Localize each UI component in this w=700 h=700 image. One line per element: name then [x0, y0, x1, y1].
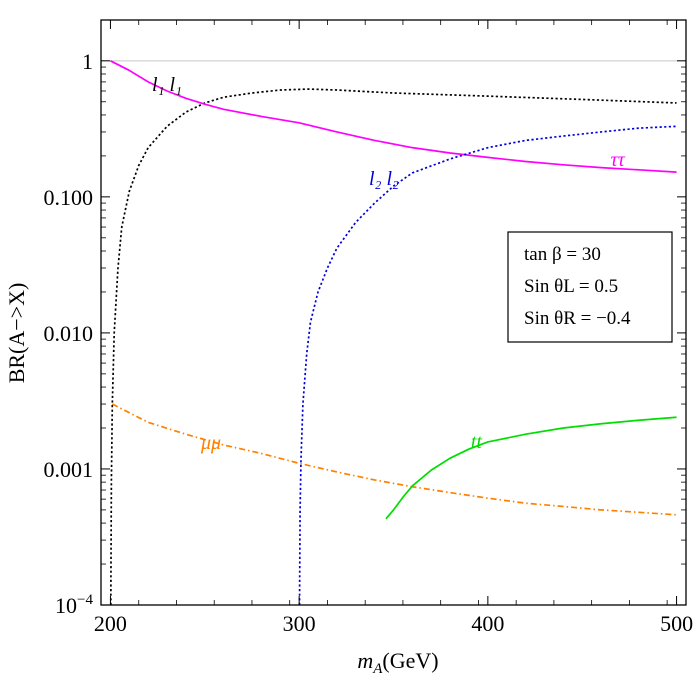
series-label-mu-mu: μμ — [200, 432, 221, 454]
x-axis-title: mA(GeV) — [357, 648, 438, 677]
y-tick-label: 10−4 — [55, 592, 93, 618]
y-tick-label: 0.001 — [44, 457, 94, 482]
legend-line-sin-theta-l: Sin θL = 0.5 — [524, 276, 618, 297]
series-line-mu-mu — [111, 403, 677, 516]
series-line-l2-l2 — [298, 125, 677, 606]
legend-line-tan-beta: tan β = 30 — [524, 244, 601, 265]
y-tick-label-base: 10 — [55, 593, 77, 618]
series-label-tau-tau: ττ — [611, 149, 626, 171]
y-tick-label: 0.010 — [44, 321, 94, 346]
y-tick-label: 0.100 — [44, 185, 94, 210]
y-axis-title: BR(A−>X) — [4, 283, 29, 384]
x-tick-label: 400 — [471, 611, 504, 636]
legend-frame — [507, 231, 673, 343]
x-tick-label: 500 — [660, 611, 693, 636]
series-label-l1-l1: l₁ l₁ — [152, 74, 182, 96]
label-layer: l₁ l₁ ττ l₂ l₂ μμ tt — [152, 74, 626, 454]
tick-layer: 200 300 400 500 1 0.100 0.010 0.001 10−4 — [44, 20, 693, 636]
legend-line-sin-theta-r: Sin θR = −0.4 — [524, 308, 631, 329]
plot-frame — [100, 19, 687, 606]
y-tick-label-exponent: −4 — [77, 592, 93, 608]
series-label-t-t: tt — [471, 431, 483, 453]
x-tick-label: 200 — [94, 611, 127, 636]
series-line-tau-tau — [110, 60, 677, 173]
frame-layer — [100, 19, 687, 606]
legend-box: tan β = 30 Sin θL = 0.5 Sin θR = −0.4 — [507, 231, 673, 343]
series-layer — [101, 60, 686, 606]
legend-line-1: tan β = 30 — [524, 244, 601, 265]
y-tick-label: 1 — [82, 49, 93, 74]
series-line-t-t — [385, 416, 677, 520]
x-tick-label: 300 — [283, 611, 316, 636]
series-label-l2-l2: l₂ l₂ — [369, 168, 399, 190]
legend-line-3: Sin θR = −0.4 — [524, 308, 631, 329]
legend-line-2: Sin θL = 0.5 — [524, 276, 618, 297]
